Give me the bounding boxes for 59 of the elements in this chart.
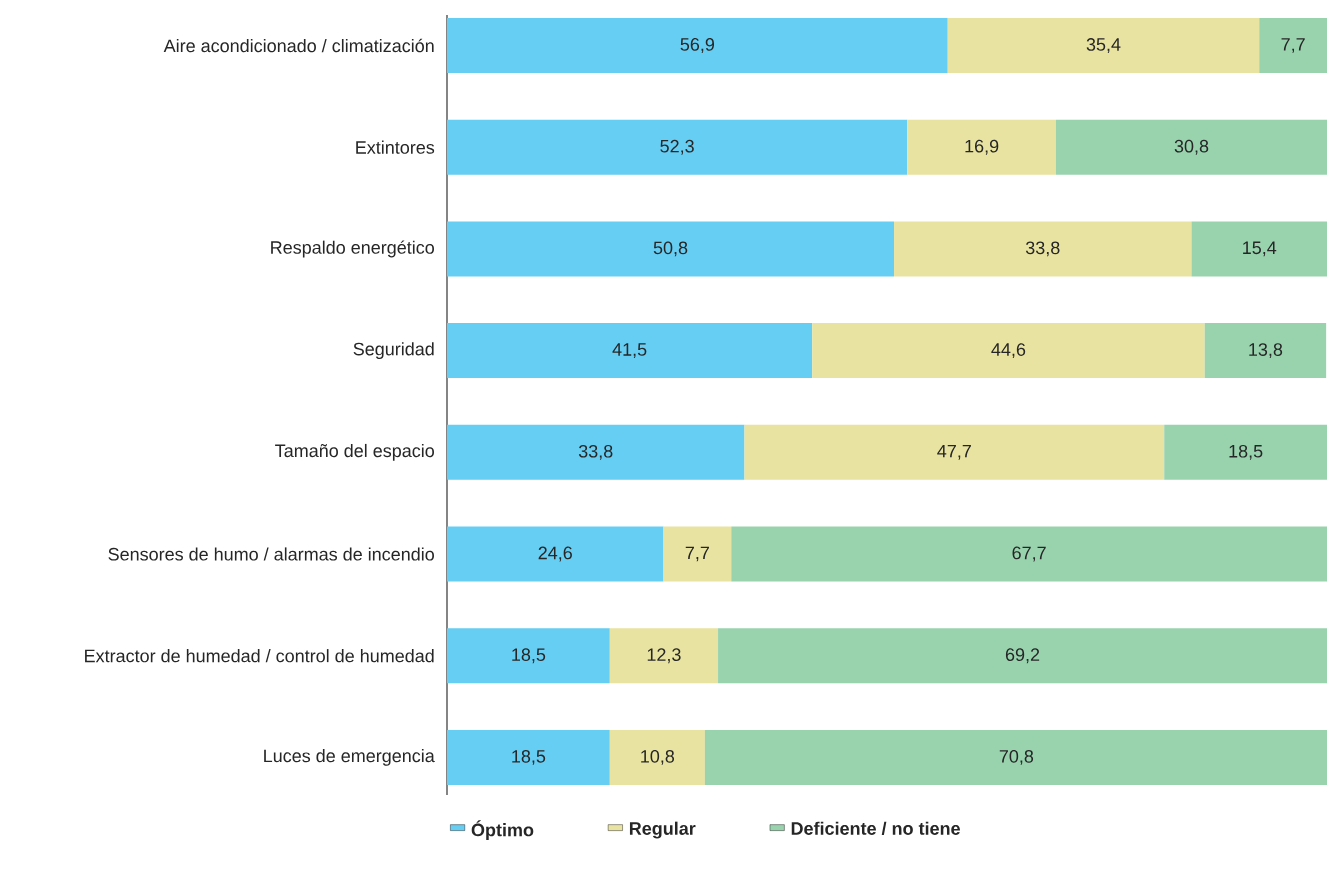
bar <box>447 323 813 379</box>
bar <box>663 526 732 582</box>
bar <box>907 119 1056 175</box>
data-label: 18,5 <box>1229 444 1263 460</box>
data-label: 10,8 <box>641 749 675 765</box>
data-label: 13,8 <box>1249 343 1283 359</box>
bar <box>447 119 908 175</box>
data-label: 47,7 <box>937 444 971 460</box>
bar <box>1204 323 1327 379</box>
bar <box>447 729 610 785</box>
legend-label: Deficiente / no tiene <box>791 821 960 836</box>
data-label: 56,9 <box>680 38 715 53</box>
y-tick-label: Tamaño del espacio <box>275 443 434 461</box>
y-tick-label: Sensores de humo / alarmas de incendio <box>108 547 434 561</box>
data-label: 35,4 <box>1086 38 1121 53</box>
y-tick-label: Respaldo energético <box>271 240 434 258</box>
legend-label: Regular <box>629 821 696 839</box>
data-label: 16,9 <box>965 139 999 155</box>
y-tick-label: Aire acondicionado / climatización <box>163 38 434 53</box>
bar <box>447 424 745 480</box>
data-label: 18,5 <box>512 648 546 664</box>
bar <box>1164 424 1327 480</box>
bar <box>947 18 1260 74</box>
bar <box>447 628 610 684</box>
data-label: 52,3 <box>660 139 694 155</box>
y-tick-label: Extractor de humedad / control de humedad <box>85 649 434 663</box>
bar <box>744 424 1165 480</box>
data-label: 70,8 <box>999 749 1034 765</box>
data-label: 24,6 <box>538 546 572 562</box>
data-label: 30,8 <box>1174 139 1209 155</box>
bar <box>447 526 664 582</box>
bar <box>447 18 948 74</box>
legend-label: Óptimo <box>471 820 534 840</box>
bar <box>718 628 1327 684</box>
bar <box>609 729 705 785</box>
y-tick-label: Luces de emergencia <box>264 749 435 766</box>
data-label: 18,5 <box>512 749 546 765</box>
bar <box>704 729 1327 785</box>
data-label: 41,5 <box>612 343 647 358</box>
data-label: 50,8 <box>653 241 688 257</box>
bar <box>609 628 719 684</box>
data-label: 69,2 <box>1005 648 1040 664</box>
bar <box>812 323 1205 379</box>
data-label: 44,6 <box>991 343 1026 359</box>
data-label: 33,8 <box>578 444 613 460</box>
data-label: 33,8 <box>1025 241 1060 257</box>
bar <box>1259 18 1327 74</box>
data-label: 7,7 <box>685 546 709 562</box>
data-label: 15,4 <box>1243 241 1277 257</box>
bar <box>447 221 895 277</box>
bar <box>1055 119 1327 175</box>
data-label: 12,3 <box>647 648 681 664</box>
bar <box>1191 221 1327 277</box>
bar <box>731 526 1327 582</box>
data-label: 67,7 <box>1012 546 1046 562</box>
y-tick-label: Extintores <box>356 140 435 154</box>
data-label: 7,7 <box>1281 38 1305 53</box>
y-tick-label: Seguridad <box>353 342 434 359</box>
bar <box>894 221 1192 277</box>
